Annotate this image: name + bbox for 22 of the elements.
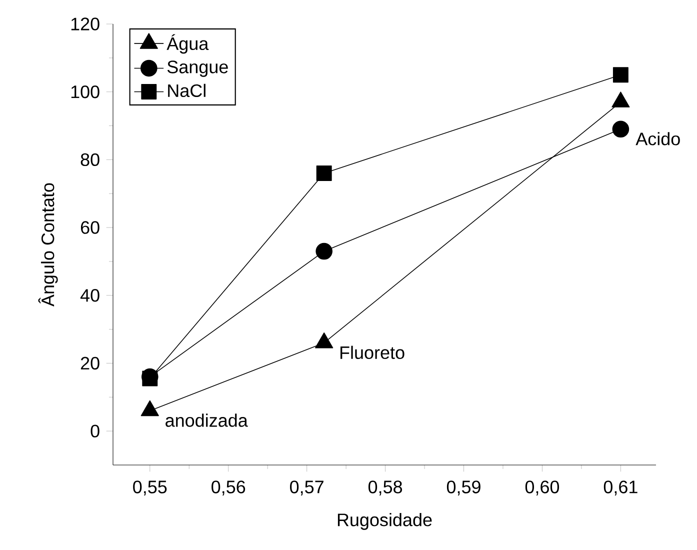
- annotation: anodizada: [166, 414, 248, 427]
- legend-label: Água: [166, 34, 209, 54]
- y-tick-label: 60: [80, 221, 100, 234]
- y-tick-label: 40: [80, 289, 100, 302]
- legend-label: Sangue: [167, 60, 228, 77]
- y-axis-title: Ângulo Contato: [38, 183, 58, 306]
- x-tick-label: 0,55: [133, 480, 167, 496]
- y-tick-label: 100: [71, 85, 100, 98]
- annotation: Fluoreto: [340, 346, 404, 360]
- x-tick-label: 0,61: [604, 480, 638, 496]
- y-tick-label: 0: [90, 424, 100, 438]
- x-axis-title: Rugosidade: [338, 513, 432, 530]
- x-tick-label: 0,60: [525, 480, 560, 496]
- y-tick-label: 80: [80, 153, 100, 166]
- x-tick-label: 0,58: [368, 480, 402, 496]
- x-tick-label: 0,57: [290, 480, 324, 496]
- annotation: Acido: [636, 132, 680, 146]
- x-tick-label: 0,59: [446, 480, 480, 496]
- x-tick-label: 0,56: [212, 480, 246, 496]
- y-tick-label: 120: [71, 18, 100, 30]
- y-tick-label: 20: [80, 356, 100, 370]
- legend-label: NaCl: [168, 84, 206, 98]
